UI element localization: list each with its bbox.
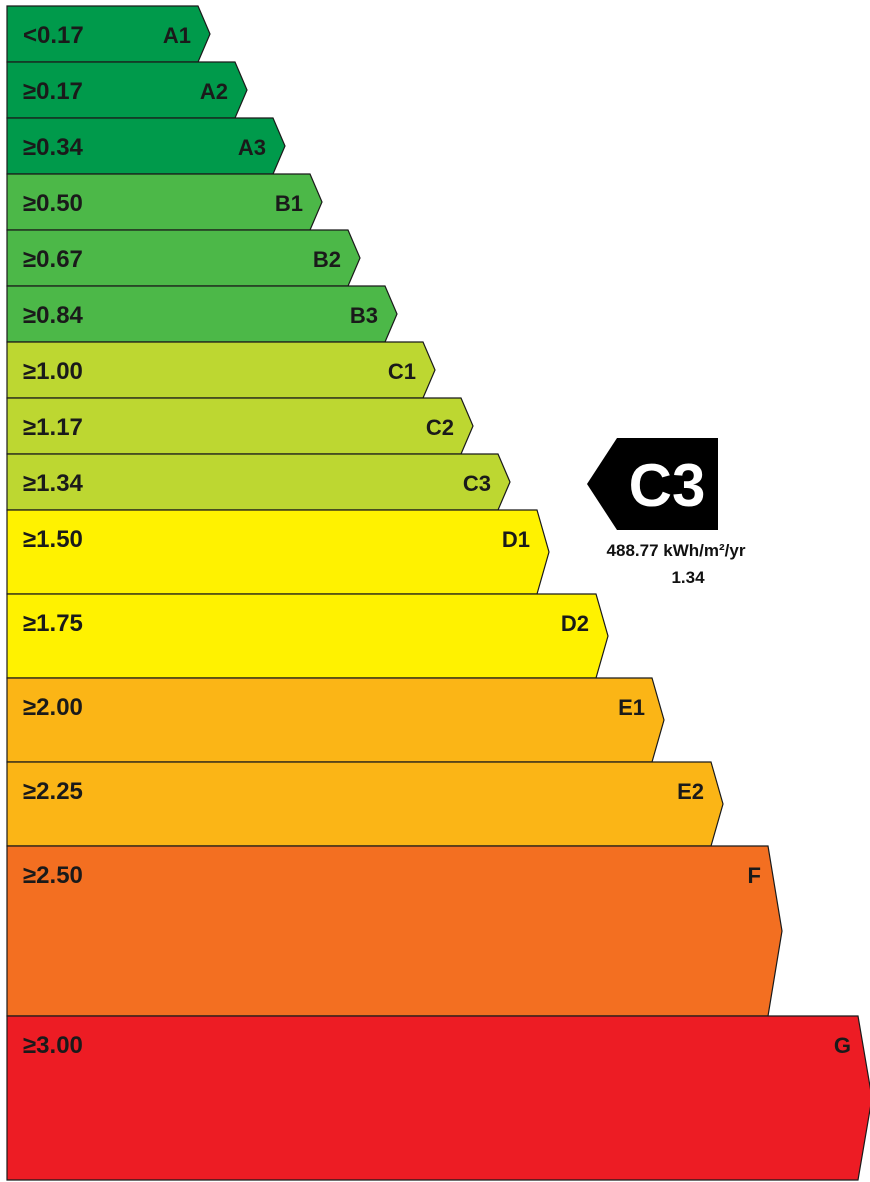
band-label: C3 (463, 471, 491, 496)
band-arrow (6, 5, 211, 63)
band-d1: ≥1.50 D1 (6, 509, 550, 595)
band-arrow (6, 341, 436, 399)
band-b2: ≥0.67 B2 (6, 229, 361, 287)
band-label: D2 (561, 611, 589, 636)
band-arrow (6, 285, 398, 343)
band-c2: ≥1.17 C2 (6, 397, 474, 455)
band-a2: ≥0.17 A2 (6, 61, 248, 119)
band-label: B3 (350, 303, 378, 328)
band-f: ≥2.50 F (6, 845, 783, 1017)
band-arrow (6, 845, 783, 1017)
band-threshold: ≥0.34 (23, 134, 84, 161)
band-label: F (748, 863, 761, 888)
band-arrow (6, 61, 248, 119)
band-threshold: ≥0.50 (23, 190, 83, 217)
band-g: ≥3.00 G (6, 1015, 870, 1181)
band-a3: ≥0.34 A3 (6, 117, 286, 175)
band-threshold: <0.17 (23, 22, 84, 49)
band-threshold: ≥0.17 (23, 78, 83, 105)
band-arrow (6, 229, 361, 287)
band-arrow (6, 117, 286, 175)
band-label: D1 (502, 527, 530, 552)
band-threshold: ≥1.17 (23, 414, 83, 441)
band-label: G (834, 1033, 851, 1058)
band-arrow (6, 593, 609, 679)
band-label: C2 (426, 415, 454, 440)
band-a1: <0.17 A1 (6, 5, 211, 63)
band-d2: ≥1.75 D2 (6, 593, 609, 679)
band-arrow (6, 1015, 870, 1181)
band-arrow (6, 761, 724, 847)
band-threshold: ≥2.00 (23, 694, 83, 721)
band-c1: ≥1.00 C1 (6, 341, 436, 399)
band-label: E2 (677, 779, 704, 804)
band-threshold: ≥2.25 (23, 778, 83, 805)
current-rating-marker: C3 488.77 kWh/m²/yr 1.34 (587, 438, 746, 587)
rating-energy: 488.77 kWh/m²/yr (607, 541, 746, 560)
band-threshold: ≥2.50 (23, 862, 83, 889)
rating-label: C3 (629, 452, 706, 519)
band-arrow (6, 677, 665, 763)
rating-arrow (587, 438, 718, 530)
band-c3: ≥1.34 C3 (6, 453, 511, 511)
band-label: A2 (200, 79, 228, 104)
band-threshold: ≥0.67 (23, 246, 83, 273)
band-threshold: ≥1.50 (23, 526, 83, 553)
band-arrow (6, 509, 550, 595)
band-arrow (6, 453, 511, 511)
band-e1: ≥2.00 E1 (6, 677, 665, 763)
band-arrow (6, 397, 474, 455)
band-e2: ≥2.25 E2 (6, 761, 724, 847)
band-arrow (6, 173, 323, 231)
band-label: B2 (313, 247, 341, 272)
band-b1: ≥0.50 B1 (6, 173, 323, 231)
band-label: C1 (388, 359, 416, 384)
band-threshold: ≥0.84 (23, 302, 84, 329)
rating-ratio: 1.34 (671, 568, 705, 587)
band-label: E1 (618, 695, 645, 720)
band-b3: ≥0.84 B3 (6, 285, 398, 343)
band-threshold: ≥1.34 (23, 470, 84, 497)
band-threshold: ≥3.00 (23, 1032, 83, 1059)
band-label: A3 (238, 135, 266, 160)
band-threshold: ≥1.00 (23, 358, 83, 385)
band-label: B1 (275, 191, 303, 216)
band-threshold: ≥1.75 (23, 610, 83, 637)
band-label: A1 (163, 23, 191, 48)
